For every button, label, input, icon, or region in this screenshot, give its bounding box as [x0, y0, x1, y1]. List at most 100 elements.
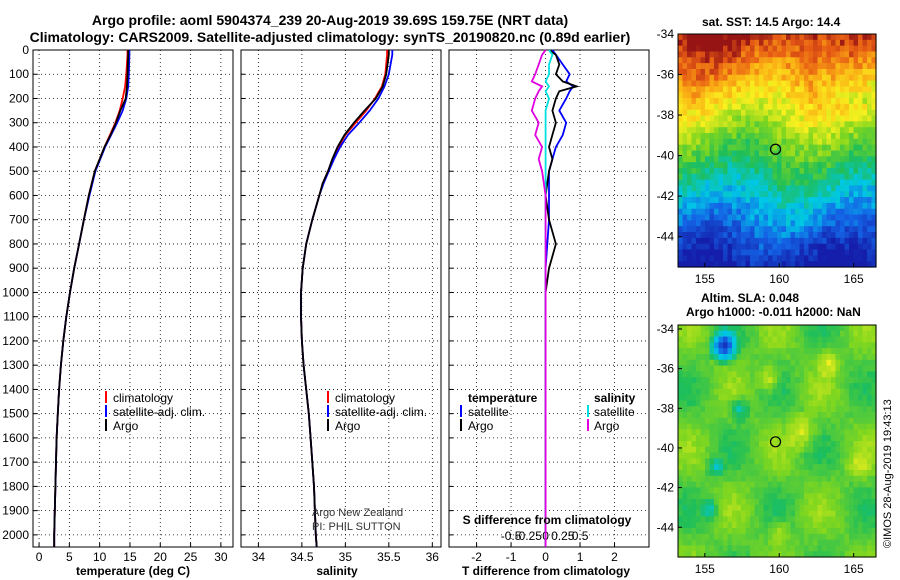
map-cell	[691, 365, 697, 372]
map-cell	[781, 394, 787, 401]
map-cell	[808, 39, 814, 47]
map-cell	[741, 522, 747, 529]
map-cell	[732, 539, 738, 546]
map-cell	[732, 470, 738, 477]
map-cell	[741, 133, 747, 140]
map-cell	[840, 365, 846, 372]
map-cell	[871, 237, 877, 245]
map-cell	[808, 435, 814, 442]
map-cell	[745, 179, 751, 187]
difference-legend: temperature salinity satellite Argo sate…	[460, 391, 636, 433]
map-cell	[687, 516, 693, 523]
map-cell	[853, 377, 859, 384]
map-cell	[808, 499, 814, 506]
map-cell	[763, 458, 769, 465]
map-cell	[817, 109, 823, 117]
map-cell	[709, 388, 715, 396]
map-cell	[732, 173, 738, 181]
map-cell	[813, 144, 819, 152]
map-cell	[853, 34, 859, 41]
map-cell	[817, 243, 823, 251]
map-cell	[804, 377, 810, 384]
map-cell	[786, 226, 792, 233]
map-cell	[727, 144, 733, 152]
map-cell	[858, 115, 864, 122]
map-cell	[867, 34, 873, 41]
map-cell	[817, 539, 823, 546]
map-cell	[709, 504, 715, 512]
map-cell	[714, 167, 720, 175]
temperature-legend: climatology satellite-adj. clim. Argo	[105, 391, 205, 433]
map-cell	[745, 226, 751, 233]
map-cell	[822, 336, 828, 343]
map-cell	[768, 86, 774, 93]
map-cell	[808, 249, 814, 256]
map-cell	[691, 138, 697, 146]
map-cell	[804, 388, 810, 396]
map-cell	[714, 342, 720, 349]
map-cell	[849, 400, 855, 407]
map-cell	[714, 127, 720, 134]
map-cell	[759, 51, 765, 58]
map-cell	[700, 138, 706, 146]
map-cell	[714, 232, 720, 239]
map-cell	[678, 249, 684, 256]
map-cell	[826, 400, 832, 407]
map-cell	[817, 528, 823, 535]
map-cell	[763, 185, 769, 192]
map-cell	[831, 545, 837, 552]
map-cell	[777, 533, 783, 541]
map-cell	[714, 150, 720, 157]
map-cell	[759, 464, 765, 471]
map-cell	[799, 237, 805, 245]
map-cell	[763, 470, 769, 477]
map-cell	[781, 115, 787, 122]
map-cell	[754, 109, 760, 117]
map-cell	[822, 481, 828, 488]
map-cell	[853, 63, 859, 70]
map-cell	[754, 342, 760, 349]
map-cell	[727, 138, 733, 146]
map-cell	[849, 185, 855, 192]
map-cell	[867, 173, 873, 181]
map-cell	[799, 493, 805, 500]
map-cell	[781, 435, 787, 442]
map-cell	[741, 115, 747, 122]
map-cell	[817, 255, 823, 262]
map-cell	[736, 359, 742, 367]
map-cell	[844, 232, 850, 239]
map-cell	[858, 330, 864, 338]
map-cell	[808, 470, 814, 477]
map-cell	[804, 127, 810, 134]
map-cell	[849, 144, 855, 152]
map-cell	[808, 68, 814, 76]
map-cell	[732, 208, 738, 216]
map-cell	[714, 423, 720, 430]
map-cell	[813, 377, 819, 384]
map-cell	[750, 127, 756, 134]
map-cell	[858, 156, 864, 163]
map-cell	[736, 371, 742, 378]
map-cell	[777, 74, 783, 82]
map-cell	[696, 173, 702, 181]
map-cell	[678, 325, 684, 332]
map-cell	[772, 74, 778, 82]
map-cell	[781, 249, 787, 256]
map-cell	[772, 243, 778, 251]
map-cell	[804, 435, 810, 442]
map-cell	[768, 499, 774, 506]
map-cell	[763, 336, 769, 343]
map-cell	[763, 197, 769, 204]
map-cell	[687, 191, 693, 198]
map-cell	[781, 255, 787, 262]
map-cell	[808, 528, 814, 535]
map-cell	[777, 412, 783, 419]
map-cell	[772, 237, 778, 245]
map-cell	[732, 423, 738, 430]
map-cell	[727, 39, 733, 47]
map-cell	[696, 481, 702, 488]
map-cell	[723, 533, 729, 541]
map-cell	[831, 243, 837, 251]
map-cell	[741, 45, 747, 53]
